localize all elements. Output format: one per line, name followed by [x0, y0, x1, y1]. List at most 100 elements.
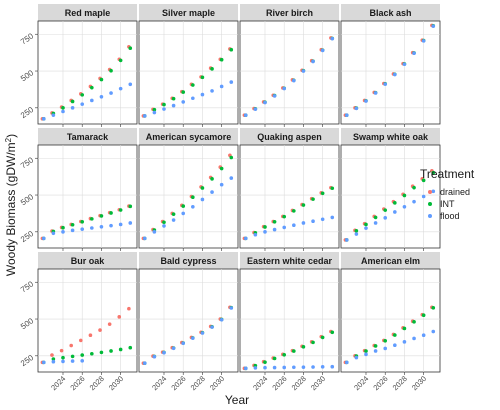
data-point-flood: [142, 361, 147, 365]
data-point-flood: [191, 336, 195, 340]
data-point-int: [109, 349, 113, 353]
legend-key-flood: [428, 214, 432, 218]
data-point-flood: [282, 225, 287, 230]
data-point-flood: [311, 219, 315, 224]
data-point-int: [364, 349, 368, 353]
data-point-flood: [200, 331, 205, 335]
data-point-flood: [191, 96, 195, 101]
data-point-flood: [253, 107, 258, 111]
data-point-flood: [373, 349, 378, 353]
data-point-flood: [109, 91, 113, 95]
data-point-flood: [243, 366, 248, 371]
y-axis-label: Woody Biomass (gDW/m2): [4, 134, 19, 276]
data-point-int: [301, 203, 306, 207]
data-point-flood: [431, 329, 436, 334]
data-point-int: [162, 102, 166, 107]
data-point-flood: [282, 365, 287, 370]
data-point-int: [90, 351, 94, 356]
data-point-int: [412, 320, 416, 324]
data-point-flood: [99, 94, 104, 99]
data-point-flood: [229, 306, 234, 310]
data-point-flood: [152, 230, 157, 234]
data-point-flood: [128, 221, 133, 225]
data-point-flood: [219, 317, 224, 322]
data-point-int: [61, 355, 65, 360]
data-point-flood: [272, 365, 277, 370]
data-point-drained: [117, 315, 122, 319]
data-point-int: [229, 47, 234, 52]
data-point-int: [421, 178, 426, 183]
data-point-flood: [210, 325, 214, 329]
data-point-drained: [59, 348, 64, 353]
data-point-flood: [61, 359, 65, 364]
data-point-flood: [90, 226, 94, 230]
data-point-flood: [402, 205, 407, 209]
y-axis-label-close: ): [4, 134, 18, 138]
data-point-int: [61, 225, 65, 230]
data-point-flood: [292, 78, 296, 83]
data-point-int: [383, 208, 388, 212]
data-point-flood: [263, 365, 267, 370]
data-point-flood: [162, 107, 166, 111]
facet-title: River birch: [266, 8, 313, 18]
facet-strip: [341, 252, 440, 269]
facet-title: Black ash: [369, 8, 411, 18]
data-point-flood: [412, 51, 416, 56]
data-point-int: [263, 360, 267, 364]
data-point-int: [118, 58, 123, 63]
data-point-int: [171, 212, 176, 216]
facet-title: American elm: [361, 256, 420, 266]
data-point-drained: [88, 333, 93, 338]
legend-key-int: [428, 202, 432, 206]
data-point-flood: [70, 228, 75, 233]
data-point-int: [80, 93, 85, 97]
data-point-flood: [128, 82, 133, 87]
data-point-int: [282, 352, 287, 357]
legend-title: Treatment: [420, 167, 475, 181]
facet-panel: Swamp white oak2024202620282030: [340, 128, 441, 268]
data-point-int: [393, 333, 397, 337]
data-point-flood: [171, 346, 176, 351]
data-point-int: [80, 353, 85, 357]
facet-strip: [139, 4, 238, 21]
data-point-flood: [162, 350, 166, 355]
data-point-flood: [320, 365, 325, 369]
data-point-flood: [330, 364, 335, 369]
facet-title: Swamp white oak: [353, 132, 429, 142]
legend: Treatment drained INT flood: [420, 167, 475, 221]
legend-entries: drained INT flood: [428, 187, 470, 221]
data-point-int: [191, 195, 195, 200]
data-point-flood: [70, 359, 75, 363]
data-point-flood: [301, 365, 306, 369]
data-point-flood: [162, 224, 166, 228]
data-point-int: [292, 349, 296, 353]
data-point-flood: [344, 238, 349, 242]
data-point-int: [431, 306, 436, 310]
facet-strip: [341, 4, 440, 21]
facet-strip: [139, 252, 238, 269]
data-point-flood: [253, 232, 258, 237]
data-point-int: [70, 354, 75, 359]
data-point-flood: [344, 360, 349, 365]
data-point-int: [282, 214, 287, 219]
data-point-flood: [412, 336, 416, 341]
facet-strip: [38, 252, 137, 269]
data-point-flood: [393, 210, 397, 214]
data-point-int: [272, 356, 277, 361]
data-point-flood: [393, 343, 397, 348]
facet-title: Bur oak: [71, 256, 106, 266]
data-point-drained: [50, 353, 54, 357]
data-point-int: [109, 68, 113, 73]
facet-strip: [38, 4, 137, 21]
data-point-flood: [181, 341, 186, 346]
data-point-int: [311, 340, 315, 345]
data-point-int: [118, 347, 123, 352]
data-point-flood: [421, 39, 426, 43]
x-axis-label: Year: [225, 393, 249, 407]
data-point-flood: [253, 366, 258, 370]
data-point-flood: [118, 86, 123, 91]
data-point-int: [171, 96, 176, 101]
data-point-int: [90, 217, 94, 221]
data-point-flood: [263, 100, 267, 105]
